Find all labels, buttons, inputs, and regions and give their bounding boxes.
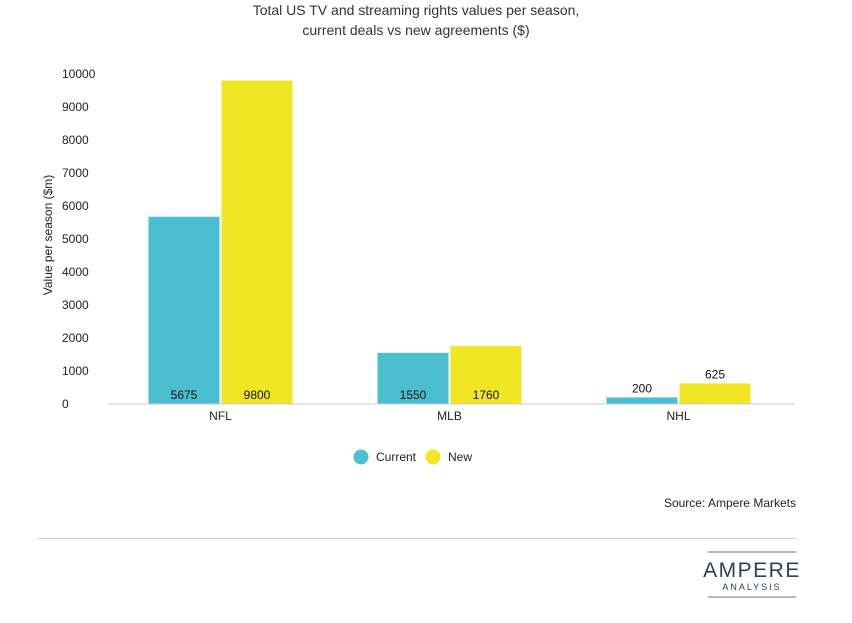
y-tick-label: 1000: [62, 364, 89, 378]
bar-mlb-current: [377, 352, 449, 404]
y-tick-label: 7000: [62, 166, 89, 180]
ampere-analysis-logo: AMPERE ANALYSIS: [703, 551, 801, 598]
y-tick-label: 6000: [62, 199, 89, 213]
y-axis-ticks: 0 1000 2000 3000 4000 5000 6000 7000 8000 9000 100…: [62, 67, 96, 411]
bar-nfl-new: [221, 80, 293, 404]
data-labels: 5675 9800 1550 1760 200 625: [171, 367, 726, 402]
data-label-mlb-current: 1550: [400, 388, 427, 402]
bar-nhl-new: [679, 383, 751, 404]
y-tick-label: 10000: [62, 67, 96, 81]
y-tick-label: 0: [62, 397, 69, 411]
legend-swatch-current: [353, 449, 369, 465]
y-tick-label: 4000: [62, 265, 89, 279]
chart-title: Total US TV and streaming rights values …: [253, 2, 580, 38]
chart-title-line-2: current deals vs new agreements ($): [302, 22, 529, 38]
data-label-nhl-current: 200: [632, 381, 652, 395]
x-tick-label-mlb: MLB: [437, 409, 462, 423]
y-tick-label: 2000: [62, 331, 89, 345]
legend-swatch-new: [425, 449, 441, 465]
logo-main-text: AMPERE: [703, 559, 801, 582]
y-axis-title: Value per season ($m): [41, 175, 55, 296]
y-tick-label: 8000: [62, 133, 89, 147]
chart-title-line-1: Total US TV and streaming rights values …: [253, 2, 580, 18]
legend: Current New: [353, 449, 472, 465]
x-tick-label-nfl: NFL: [209, 409, 232, 423]
data-label-mlb-new: 1760: [473, 388, 500, 402]
bars: [148, 80, 751, 404]
data-label-nfl-new: 9800: [244, 388, 271, 402]
bar-nfl-current: [148, 216, 220, 404]
y-tick-label: 3000: [62, 298, 89, 312]
y-tick-label: 9000: [62, 100, 89, 114]
x-axis-category-labels: NFL MLB NHL: [209, 409, 691, 423]
bar-nhl-current: [606, 397, 678, 404]
data-label-nfl-current: 5675: [171, 388, 198, 402]
y-tick-label: 5000: [62, 232, 89, 246]
legend-label-new: New: [448, 450, 472, 464]
data-label-nhl-new: 625: [705, 367, 725, 381]
logo-sub-text: ANALYSIS: [722, 582, 781, 592]
source-note: Source: Ampere Markets: [664, 496, 796, 510]
bar-mlb-new: [450, 345, 522, 404]
x-tick-label-nhl: NHL: [666, 409, 690, 423]
legend-label-current: Current: [376, 450, 417, 464]
